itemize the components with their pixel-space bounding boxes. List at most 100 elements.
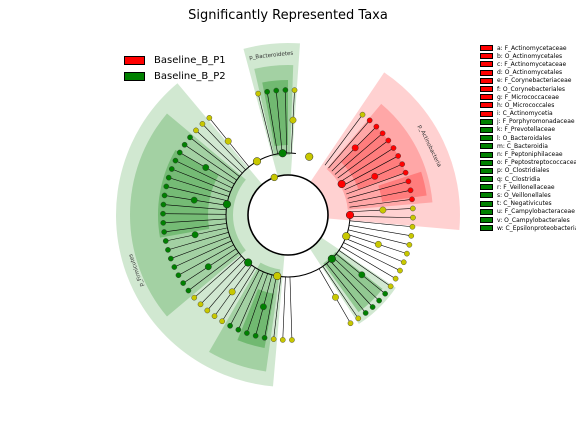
legend-item-p2: Baseline_B_P2	[124, 68, 226, 84]
phylum-node	[273, 272, 282, 281]
branch	[166, 186, 228, 202]
phylum-node	[342, 232, 351, 241]
leaf-node	[410, 205, 416, 212]
leaf-node	[197, 301, 204, 308]
branch	[343, 242, 401, 271]
biomarker-legend-label: c: F_Actinomycetaceae	[497, 60, 567, 68]
biomarker-legend-item: k: F_Prevotellaceae	[480, 126, 576, 134]
biomarker-legend-item: g: F_Micrococcaceae	[480, 93, 576, 101]
phylum-node	[244, 258, 253, 267]
branch	[285, 90, 288, 154]
leaf-node	[204, 307, 211, 314]
clade-node	[379, 206, 387, 214]
clade-node	[358, 271, 366, 279]
biomarker-legend-item: q: C_Clostridia	[480, 175, 576, 183]
clade-node	[191, 231, 199, 239]
leaf-node	[160, 210, 166, 217]
legend-label-p1: Baseline_B_P1	[154, 54, 226, 66]
leaf-node	[359, 111, 366, 118]
leaf-node	[355, 315, 362, 322]
biomarker-legend-label: n: F_Peptoniphilaceae	[497, 151, 563, 159]
leaf-node	[273, 87, 280, 94]
phylum-node	[252, 157, 262, 166]
leaf-node	[185, 287, 192, 294]
branch	[200, 259, 245, 305]
branch	[289, 276, 293, 340]
leaf-node	[385, 137, 392, 144]
branch	[194, 255, 242, 298]
clade-node	[289, 116, 297, 124]
phylum-sector-shade	[116, 83, 285, 387]
branch	[346, 172, 406, 195]
biomarker-legend-item: h: O_Micrococcales	[480, 101, 576, 109]
leaf-node	[387, 283, 394, 290]
leaf-node	[206, 115, 213, 121]
branch	[184, 144, 237, 181]
leaf-node	[181, 141, 188, 148]
biomarker-legend-swatch	[480, 45, 493, 52]
leaf-node	[219, 318, 225, 325]
biomarker-legend-swatch	[480, 217, 493, 224]
branch	[273, 276, 282, 340]
leaf-node	[193, 127, 199, 134]
leaf-node	[199, 121, 206, 127]
leaf-node	[235, 326, 242, 333]
clade-node	[371, 172, 379, 180]
biomarker-legend-label: a: F_Actinomycetaceae	[497, 44, 567, 52]
biomarker-legend-label: u: F_Campylobacteraceae	[497, 208, 575, 216]
clade-node	[228, 288, 236, 296]
phylum-node	[327, 254, 336, 263]
biomarker-legend: a: F_Actinomycetaceae b: O_Actinomycetale…	[480, 44, 576, 232]
leaf-node	[409, 223, 416, 230]
leaf-node	[180, 280, 186, 286]
leaf-node	[369, 304, 376, 310]
biomarker-legend-swatch	[480, 69, 493, 76]
class-node	[270, 173, 278, 182]
biomarker-legend-item: u: F_Campylobacteraceae	[480, 208, 576, 216]
branch	[266, 91, 278, 154]
leaf-node	[362, 310, 369, 316]
biomarker-legend-swatch	[480, 200, 493, 207]
leaf-node	[406, 242, 413, 248]
branch	[264, 275, 277, 338]
inner-ring	[247, 174, 329, 256]
branch	[188, 252, 239, 291]
leaf-node	[347, 320, 354, 327]
phylum-sector-shade	[310, 72, 460, 230]
branch	[167, 232, 229, 251]
leaf-node	[289, 337, 295, 343]
clade-node	[190, 196, 198, 204]
biomarker-legend-label: f: O_Corynebacteriales	[497, 85, 566, 93]
clade-sector-shade	[130, 113, 246, 317]
leaf-node	[160, 220, 167, 226]
branch	[345, 238, 404, 263]
branch	[349, 199, 413, 208]
branch	[229, 269, 260, 326]
biomarker-legend-swatch	[480, 102, 493, 109]
clade-node	[351, 144, 359, 152]
leaf-node	[392, 275, 399, 282]
branch	[175, 160, 233, 189]
biomarker-legend-label: s: O_Veillonellales	[497, 191, 551, 199]
leaf-node	[252, 332, 259, 339]
leaf-node	[404, 250, 410, 257]
biomarker-legend-item: e: F_Corynebacteriaceae	[480, 77, 576, 85]
biomarker-legend-item: j: F_Porphyromonadaceae	[480, 118, 576, 126]
biomarker-legend-swatch	[480, 118, 493, 125]
leaf-node	[410, 214, 416, 221]
biomarker-legend-item: r: F_Veillonellaceae	[480, 183, 576, 191]
branch	[163, 218, 227, 224]
biomarker-legend-item: o: F_Peptostreptococcaceae	[480, 159, 576, 167]
branch	[178, 244, 234, 276]
clade-node	[374, 240, 382, 248]
branch	[257, 93, 274, 155]
biomarker-legend-item: f: O_Corynebacteriales	[480, 85, 576, 93]
biomarker-legend-label: b: O_Actinomycetales	[497, 52, 563, 60]
branch	[342, 155, 399, 186]
biomarker-legend-item: i: C_Actinomycetia	[480, 110, 576, 118]
biomarker-legend-swatch	[480, 176, 493, 183]
leaf-node	[165, 247, 171, 253]
biomarker-legend-item: c: F_Actinomycetaceae	[480, 60, 576, 68]
clade-node	[202, 164, 210, 171]
biomarker-legend-label: d: O_Actinomycetales	[497, 69, 563, 77]
